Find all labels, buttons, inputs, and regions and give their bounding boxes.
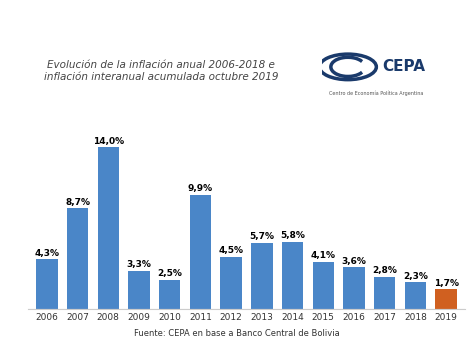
Text: 1,7%: 1,7% (434, 279, 458, 288)
Text: 2,5%: 2,5% (157, 269, 182, 278)
Bar (36, 259, 58, 309)
Bar (128, 271, 150, 309)
Bar (312, 262, 334, 309)
Text: 14,0%: 14,0% (93, 137, 124, 146)
Bar (159, 280, 181, 309)
Bar (251, 243, 273, 309)
Text: 2,3%: 2,3% (403, 272, 428, 280)
Text: 5,8%: 5,8% (280, 231, 305, 240)
Text: Centro de Economía Política Argentina: Centro de Economía Política Argentina (329, 91, 424, 97)
Text: 3,6%: 3,6% (342, 257, 366, 266)
Bar (190, 195, 211, 309)
Bar (98, 147, 119, 309)
Text: BOLIVIA: EN EL ÚLTIMO AÑO LA INFLACIÓN FUE
DE 1,7% SEGÚN EL BANCO CENTRAL DE BOL: BOLIVIA: EN EL ÚLTIMO AÑO LA INFLACIÓN F… (38, 32, 436, 67)
Text: Fuente: CEPA en base a Banco Central de Bolivia: Fuente: CEPA en base a Banco Central de … (134, 329, 340, 338)
Text: Evolución de la inflación anual 2006-2018 e
inflación interanual acumulada octub: Evolución de la inflación anual 2006-201… (44, 60, 278, 82)
Text: 3,3%: 3,3% (127, 260, 151, 269)
Text: 5,7%: 5,7% (249, 233, 274, 241)
Text: 9,9%: 9,9% (188, 184, 213, 193)
Bar (374, 277, 395, 309)
Bar (343, 267, 365, 309)
Text: 2,8%: 2,8% (372, 266, 397, 275)
Text: 8,7%: 8,7% (65, 198, 90, 207)
Text: 4,3%: 4,3% (35, 248, 59, 257)
Text: 4,1%: 4,1% (311, 251, 336, 260)
Bar (435, 289, 457, 309)
Text: CEPA: CEPA (382, 59, 425, 75)
Bar (405, 282, 426, 309)
Bar (282, 242, 303, 309)
Bar (220, 257, 242, 309)
Text: 4,5%: 4,5% (219, 246, 244, 255)
Bar (67, 208, 88, 309)
